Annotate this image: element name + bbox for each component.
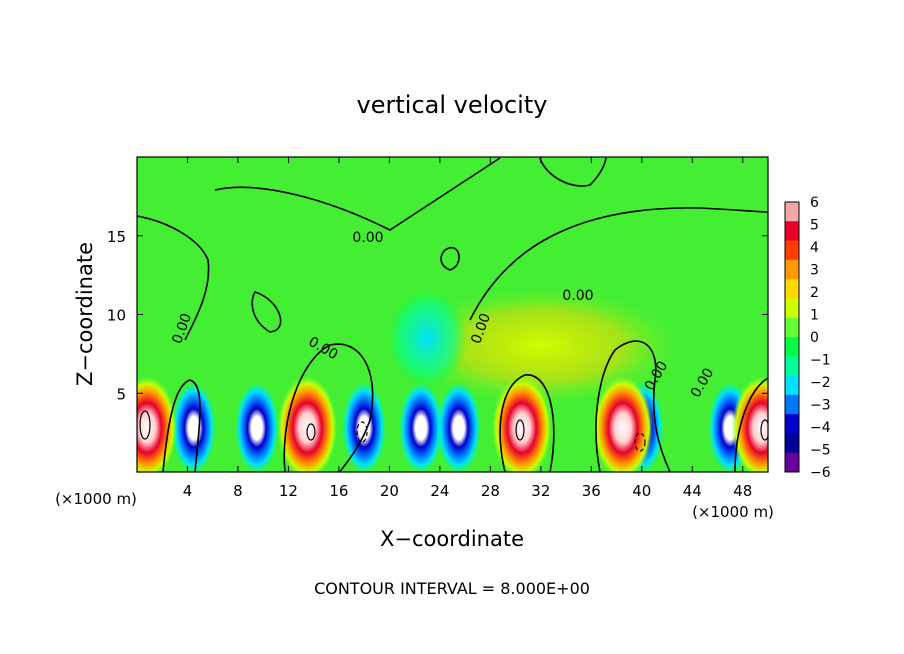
- contour-line: [469, 207, 768, 321]
- colorbar-frame: [784, 201, 800, 473]
- updraft-cell: [137, 375, 178, 472]
- contour-line: [137, 215, 210, 341]
- updraft-cell: [731, 375, 768, 472]
- x-tick-label: 44: [683, 482, 702, 500]
- colorbar: 6 5 4 3 2 1 0 −1 −2 −3 −4 −5 −6: [784, 195, 831, 481]
- contour-label: 0.00: [352, 230, 383, 246]
- colorbar-label: 1: [810, 308, 819, 324]
- y-tick-label: 15: [107, 228, 126, 246]
- colorbar-label: −5: [810, 443, 831, 459]
- contour-line: [162, 379, 201, 472]
- x-tick-label: 28: [481, 482, 500, 500]
- contour-line: [595, 340, 671, 472]
- colorbar-label: −6: [810, 465, 831, 481]
- contour-line: [760, 419, 768, 441]
- contour-line: [634, 432, 646, 452]
- x-tick-label: 8: [233, 482, 243, 500]
- contour-line: [356, 421, 368, 443]
- colorbar-swatch: [785, 356, 799, 377]
- contour-label: 0.00: [562, 288, 593, 304]
- colorbar-label: −4: [810, 420, 831, 436]
- x-tick-label: 48: [733, 482, 752, 500]
- colorbar-label: 3: [810, 263, 819, 279]
- colorbar-swatch: [785, 221, 799, 242]
- y-tick-label: 5: [116, 385, 126, 403]
- colorbar-label: 4: [810, 240, 819, 256]
- downdraft-cell: [234, 381, 279, 472]
- contour-line: [139, 410, 151, 440]
- contour-line: [283, 343, 374, 472]
- colorbar-swatch: [785, 375, 799, 396]
- updraft-cell: [491, 375, 552, 472]
- x-tick-label: 20: [380, 482, 399, 500]
- x-axis: 4 8 12 16 20 24 28 32 36 40 44 48: [183, 157, 752, 500]
- colorbar-swatch: [785, 394, 799, 415]
- plot-area: [137, 157, 768, 472]
- x-tick-label: 36: [582, 482, 601, 500]
- colorbar-label: 6: [810, 195, 819, 211]
- contour-line: [539, 157, 607, 187]
- chart-title: vertical velocity: [357, 91, 548, 119]
- colorbar-swatch: [785, 279, 799, 299]
- contour-line: [515, 419, 525, 441]
- colorbar-label: −3: [810, 398, 831, 414]
- x-tick-label: 32: [531, 482, 550, 500]
- x-unit-label-left: (×1000 m): [55, 490, 137, 508]
- colorbar-label: −1: [810, 353, 831, 369]
- colorbar-swatch: [785, 452, 799, 473]
- weak-downdraft-region: [387, 288, 468, 389]
- x-axis-label: X−coordinate: [380, 527, 524, 551]
- colorbar-label: 2: [810, 285, 819, 301]
- x-tick-label: 4: [183, 482, 193, 500]
- heatmap-cells: [137, 286, 768, 472]
- colorbar-swatch: [785, 259, 799, 280]
- colorbar-swatch: [785, 433, 799, 454]
- colorbar-swatch: [785, 337, 799, 357]
- contour-line: [734, 377, 768, 472]
- x-tick-label: 12: [279, 482, 298, 500]
- y-axis-label: Z−coordinate: [73, 242, 97, 386]
- colorbar-label: 0: [810, 330, 819, 346]
- colorbar-swatch: [785, 202, 799, 222]
- y-axis: 5 10 15: [107, 228, 768, 403]
- colorbar-swatch: [785, 317, 799, 338]
- downdraft-cell: [342, 381, 387, 472]
- contour-line: [440, 246, 460, 271]
- contour-line: [214, 157, 501, 231]
- downdraft-cell: [436, 381, 481, 472]
- downdraft-cell: [171, 381, 216, 472]
- weak-updraft-region: [400, 286, 681, 406]
- colorbar-swatch: [785, 414, 799, 434]
- x-tick-label: 16: [329, 482, 348, 500]
- downdraft-cell: [398, 381, 443, 472]
- colorbar-label: −2: [810, 375, 831, 391]
- contour-interval-footer: CONTOUR INTERVAL = 8.000E+00: [314, 579, 590, 598]
- colorbar-swatch: [785, 240, 799, 261]
- y-tick-label: 10: [107, 307, 126, 325]
- contour-line: [499, 374, 555, 472]
- x-tick-label: 40: [632, 482, 651, 500]
- contour-line: [251, 291, 282, 333]
- x-unit-label-right: (×1000 m): [692, 503, 774, 521]
- contour-line: [306, 423, 316, 441]
- colorbar-label: 5: [810, 218, 819, 234]
- colorbar-swatch: [785, 298, 799, 319]
- updraft-cell: [592, 375, 653, 472]
- x-tick-label: 24: [430, 482, 449, 500]
